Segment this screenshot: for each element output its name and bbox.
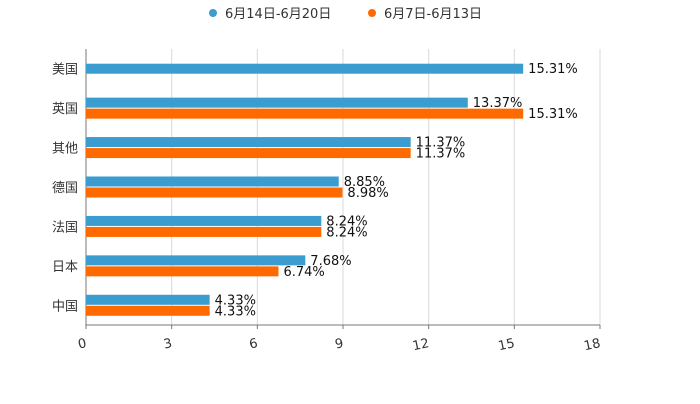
legend-label-1[interactable]: 6月14日-6月20日 — [225, 7, 331, 22]
grid-lines — [85, 49, 601, 326]
category-label: 日本 — [52, 260, 78, 275]
x-tick-label: 3 — [162, 336, 173, 352]
bar-week-jun14-5[interactable] — [86, 255, 306, 266]
data-label: 11.37% — [416, 136, 466, 151]
legend-marker-2 — [368, 9, 376, 17]
legend-label-2[interactable]: 6月7日-6月13日 — [384, 7, 482, 22]
category-label: 其他 — [52, 142, 78, 157]
data-label: 8.24% — [326, 214, 367, 229]
x-tick-label: 12 — [411, 336, 430, 354]
data-label: 13.37% — [473, 96, 523, 111]
bar-week-jun7-5[interactable] — [86, 266, 279, 277]
legend-marker-1 — [209, 9, 217, 17]
x-tick-label: 18 — [583, 336, 602, 354]
bar-week-jun14-6[interactable] — [86, 294, 210, 305]
data-label: 15.31% — [528, 107, 578, 122]
data-label: 7.68% — [310, 254, 351, 269]
data-label: 8.24% — [326, 225, 367, 240]
bar-week-jun14-3[interactable] — [86, 176, 339, 187]
data-label: 6.74% — [283, 265, 324, 280]
data-label: 15.31% — [528, 62, 578, 77]
legend: 6月14日-6月20日 6月7日-6月13日 — [209, 7, 482, 22]
bar-week-jun7-1[interactable] — [86, 108, 524, 119]
data-label: 8.85% — [344, 175, 385, 190]
bar-week-jun14-2[interactable] — [86, 137, 411, 148]
bar-week-jun7-3[interactable] — [86, 187, 343, 198]
bar-week-jun14-4[interactable] — [86, 215, 322, 226]
category-label: 美国 — [52, 63, 78, 78]
x-tick-label: 6 — [248, 336, 259, 352]
x-tick-label: 9 — [334, 336, 345, 352]
x-tick-label: 15 — [497, 336, 516, 354]
x-tick-labels: 0 3 6 9 12 15 18 — [77, 325, 602, 354]
x-tick-label: 0 — [77, 336, 88, 352]
data-label: 11.37% — [416, 147, 466, 162]
category-label: 中国 — [52, 299, 78, 314]
data-label: 8.98% — [347, 186, 388, 201]
category-label: 英国 — [52, 102, 78, 117]
bar-week-jun7-6[interactable] — [86, 305, 210, 316]
bar-week-jun14-0[interactable] — [86, 63, 524, 74]
data-label: 4.33% — [215, 293, 256, 308]
bar-week-jun7-2[interactable] — [86, 148, 411, 159]
bar-week-jun14-1[interactable] — [86, 97, 468, 108]
category-label: 法国 — [52, 220, 78, 235]
bars — [86, 63, 524, 316]
data-labels: 15.31% 13.37% 15.31% 11.37%11.37% 8.85%8.98%… — [215, 62, 578, 319]
bar-week-jun7-4[interactable] — [86, 226, 322, 237]
data-label: 4.33% — [215, 304, 256, 319]
category-label: 德国 — [52, 181, 78, 196]
